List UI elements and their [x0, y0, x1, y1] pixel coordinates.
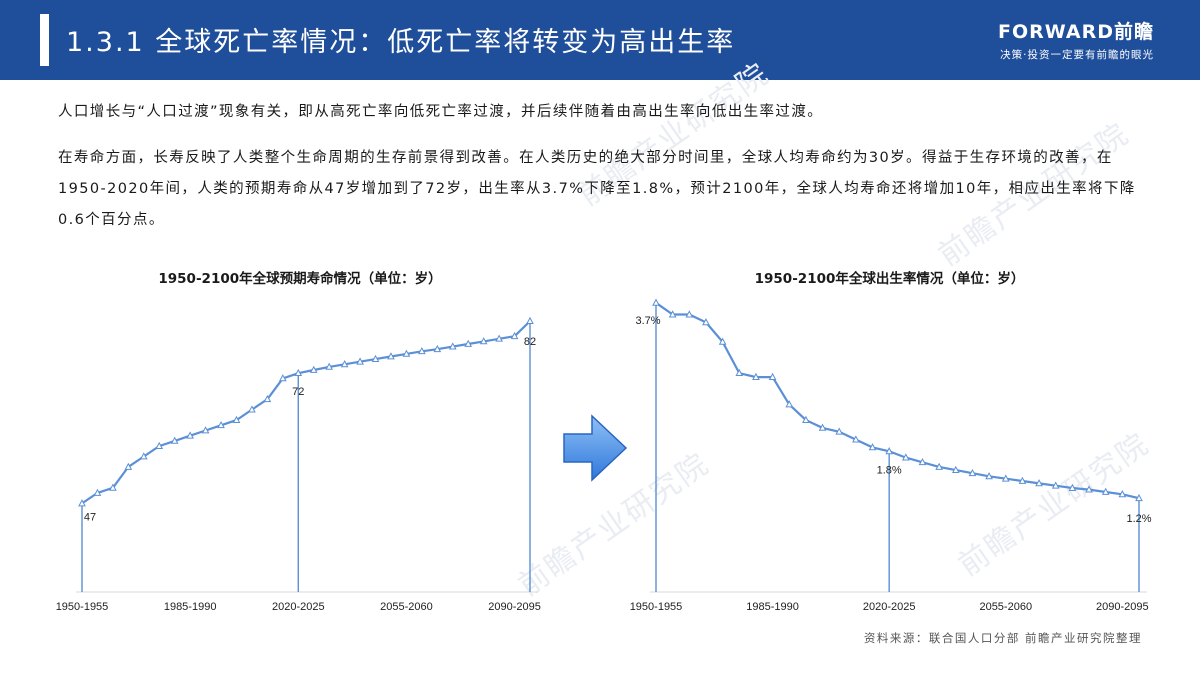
data-point [835, 427, 844, 435]
life-expectancy-chart: 1950-2100年全球预期寿命情况（单位：岁） 47 72 82 1950-1955… [40, 255, 560, 635]
brand-slogan: 决策·投资一定要有前瞻的眼光 [1000, 49, 1154, 61]
intro-paragraph: 人口增长与“人口过渡”现象有关，即从高死亡率向低死亡率过渡，并后续伴随着由高出生… [58, 104, 824, 120]
x-tick-label: 2090-2095 [1096, 601, 1149, 613]
data-point [1101, 487, 1110, 495]
data-point [985, 472, 993, 480]
data-point [155, 441, 164, 450]
data-point [232, 415, 241, 423]
data-point [718, 337, 727, 345]
x-tick-label: 2055-2060 [380, 601, 433, 613]
data-label: 72 [292, 386, 304, 398]
data-point [1035, 479, 1043, 487]
data-point [201, 426, 210, 434]
data-point [935, 462, 943, 470]
x-tick-label: 1950-1955 [56, 601, 109, 613]
x-tick-label: 1985-1990 [746, 601, 799, 613]
birth-rate-plot: 3.7% 1.8% 1.2% 1950-1955 1985-1990 2020-2025 2… [630, 298, 1152, 613]
data-point [479, 337, 488, 345]
data-point [951, 465, 960, 473]
data-point [652, 298, 660, 306]
data-point [852, 435, 860, 443]
data-point [170, 436, 179, 444]
data-point [124, 462, 133, 470]
data-point [356, 357, 364, 365]
data-point [868, 443, 877, 451]
data-point [278, 374, 287, 382]
data-point [340, 360, 349, 368]
data-point [510, 331, 519, 340]
header-accent-bar [40, 14, 49, 66]
arrow-right-icon [560, 412, 630, 484]
data-point [448, 342, 457, 350]
data-point [968, 468, 977, 477]
data-point [668, 310, 677, 318]
data-point [685, 310, 694, 318]
data-point [1051, 481, 1060, 489]
data-point [78, 499, 86, 507]
birth-rate-chart: 1950-2100年全球出生率情况（单位：岁） 3.7% 1.8% 1.2% 1950… [612, 255, 1167, 635]
x-tick-label: 2020-2025 [863, 601, 916, 613]
chart-title: 1950-2100年全球出生率情况（单位：岁） [754, 271, 1025, 287]
data-label: 1.8% [877, 464, 902, 476]
data-point [402, 349, 411, 357]
data-label: 47 [84, 511, 96, 523]
data-point [918, 457, 927, 466]
life-expectancy-plot: 47 72 82 1950-1955 1985-1990 2020-2025 2055-20… [56, 316, 541, 613]
data-point [1068, 483, 1077, 491]
data-point [1018, 476, 1027, 484]
chart-title: 1950-2100年全球预期寿命情况（单位：岁） [158, 271, 442, 287]
data-point [309, 365, 318, 373]
data-point [109, 483, 117, 491]
data-point [418, 347, 426, 355]
data-point [495, 334, 503, 342]
data-point [785, 400, 794, 408]
data-point [217, 421, 225, 429]
data-point [93, 488, 102, 496]
data-point [735, 368, 744, 377]
x-tick-label: 1985-1990 [164, 601, 217, 613]
series-line [655, 301, 1140, 500]
x-tick-label: 2055-2060 [979, 601, 1032, 613]
series-line [81, 320, 531, 505]
data-point [901, 453, 910, 461]
data-point [752, 372, 760, 380]
data-point [325, 362, 334, 370]
data-point [1001, 474, 1010, 482]
data-point [702, 318, 710, 326]
data-point [1118, 490, 1127, 498]
data-point [248, 405, 256, 413]
source-note: 资料来源：联合国人口分部 前瞻产业研究院整理 [863, 631, 1142, 645]
data-point [768, 372, 777, 380]
data-point [387, 352, 395, 360]
data-point [802, 415, 810, 423]
data-point [139, 452, 148, 460]
x-tick-label: 1950-1955 [630, 601, 683, 613]
data-point [464, 339, 473, 347]
data-point [885, 447, 894, 455]
header-bar: 1.3.1 全球死亡率情况：低死亡率将转变为高出生率 FORWARD前瞻 决策·… [0, 0, 1200, 80]
page-title: 1.3.1 全球死亡率情况：低死亡率将转变为高出生率 [66, 27, 736, 58]
x-tick-label: 2020-2025 [272, 601, 325, 613]
data-point [294, 368, 303, 377]
data-point [1135, 493, 1143, 502]
data-point [371, 354, 380, 362]
lifespan-paragraph: 在寿命方面，长寿反映了人类整个生命周期的生存前景得到改善。在人类历史的绝大部分时… [58, 150, 1136, 228]
data-point [1085, 485, 1093, 493]
x-tick-label: 2090-2095 [488, 601, 541, 613]
brand-name: FORWARD前瞻 [998, 21, 1154, 43]
brand-logo: FORWARD前瞻 决策·投资一定要有前瞻的眼光 [998, 17, 1154, 62]
data-label: 1.2% [1126, 513, 1151, 525]
data-point [263, 394, 272, 403]
data-point [433, 344, 442, 353]
data-label: 3.7% [635, 315, 660, 327]
data-label: 82 [524, 336, 536, 348]
data-point [526, 316, 534, 324]
data-point [818, 423, 827, 431]
data-point [186, 431, 194, 439]
